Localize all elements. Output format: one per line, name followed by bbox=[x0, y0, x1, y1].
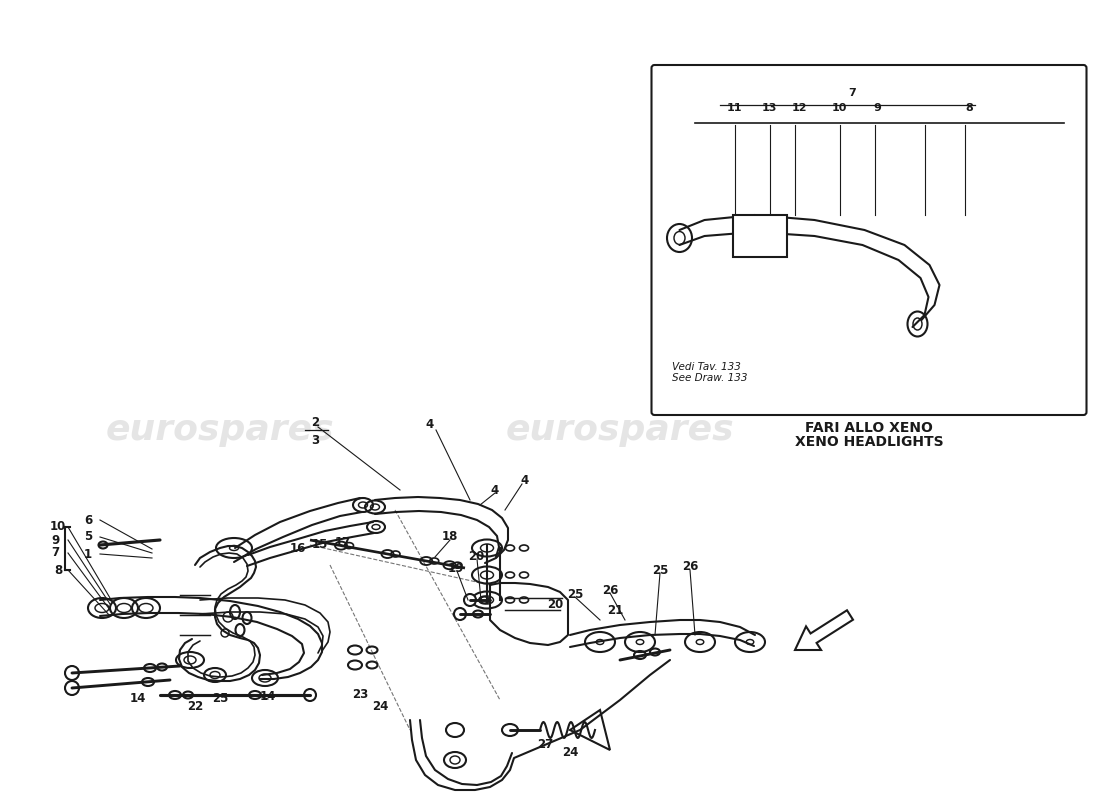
Text: 2: 2 bbox=[311, 415, 319, 429]
Text: 24: 24 bbox=[562, 746, 579, 758]
Text: 27: 27 bbox=[537, 738, 553, 751]
Text: 9: 9 bbox=[873, 103, 881, 113]
Text: Vedi Tav. 133: Vedi Tav. 133 bbox=[672, 362, 741, 372]
Text: 1: 1 bbox=[84, 547, 92, 561]
Text: FARI ALLO XENO: FARI ALLO XENO bbox=[805, 421, 933, 435]
Text: 21: 21 bbox=[607, 603, 623, 617]
Text: See Draw. 133: See Draw. 133 bbox=[672, 373, 748, 383]
Circle shape bbox=[304, 689, 316, 701]
FancyBboxPatch shape bbox=[733, 215, 786, 257]
Text: 20: 20 bbox=[547, 598, 563, 611]
Text: 23: 23 bbox=[352, 689, 368, 702]
Text: 14: 14 bbox=[260, 690, 276, 702]
Text: 14: 14 bbox=[130, 691, 146, 705]
Ellipse shape bbox=[502, 724, 518, 736]
Circle shape bbox=[65, 681, 79, 695]
Circle shape bbox=[454, 608, 466, 620]
Text: 13: 13 bbox=[762, 103, 778, 113]
Text: 19: 19 bbox=[448, 562, 464, 574]
Text: 4: 4 bbox=[491, 483, 499, 497]
Text: 20: 20 bbox=[468, 550, 484, 562]
Text: 12: 12 bbox=[792, 103, 807, 113]
Circle shape bbox=[65, 666, 79, 680]
Text: 25: 25 bbox=[652, 563, 668, 577]
Text: 10: 10 bbox=[832, 103, 847, 113]
Text: 5: 5 bbox=[84, 530, 92, 543]
Text: 4: 4 bbox=[521, 474, 529, 486]
Text: 25: 25 bbox=[566, 587, 583, 601]
Text: 8: 8 bbox=[54, 563, 62, 577]
Text: 25: 25 bbox=[212, 691, 228, 705]
Text: 4: 4 bbox=[426, 418, 434, 431]
FancyBboxPatch shape bbox=[651, 65, 1087, 415]
Text: 10: 10 bbox=[50, 521, 66, 534]
Circle shape bbox=[464, 594, 476, 606]
Text: 8: 8 bbox=[966, 103, 974, 113]
Text: 24: 24 bbox=[372, 699, 388, 713]
Text: 26: 26 bbox=[602, 583, 618, 597]
Text: 3: 3 bbox=[311, 434, 319, 446]
Text: 7: 7 bbox=[51, 546, 59, 559]
Text: 15: 15 bbox=[311, 538, 328, 551]
Text: 16: 16 bbox=[289, 542, 306, 554]
Text: eurospares: eurospares bbox=[106, 413, 334, 447]
Text: XENO HEADLIGHTS: XENO HEADLIGHTS bbox=[794, 435, 944, 449]
Text: 11: 11 bbox=[727, 103, 742, 113]
Text: 6: 6 bbox=[84, 514, 92, 526]
Text: 26: 26 bbox=[682, 561, 698, 574]
Text: 17: 17 bbox=[334, 537, 351, 550]
Text: 18: 18 bbox=[442, 530, 459, 543]
Text: 7: 7 bbox=[848, 88, 856, 98]
Text: 9: 9 bbox=[51, 534, 59, 546]
Text: eurospares: eurospares bbox=[506, 413, 735, 447]
Text: 22: 22 bbox=[187, 699, 204, 713]
